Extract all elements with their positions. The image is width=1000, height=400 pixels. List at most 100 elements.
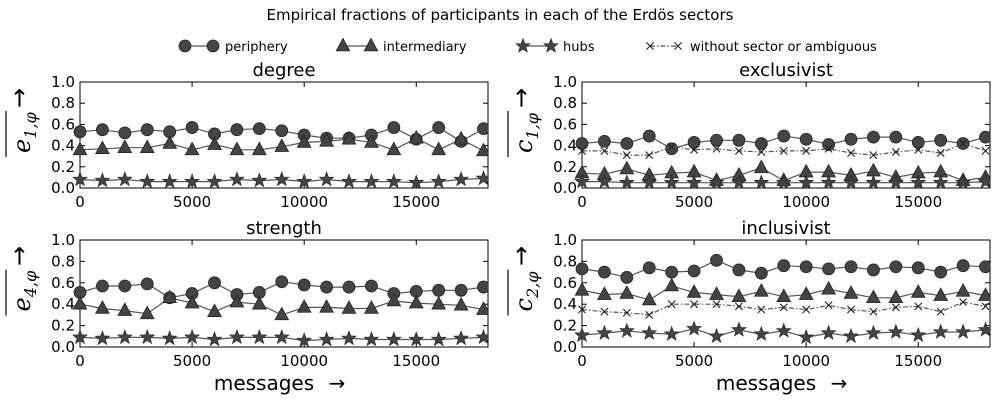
- data-point-triangle: [596, 286, 612, 300]
- data-point-circle: [477, 122, 488, 136]
- data-point-triangle: [731, 288, 747, 302]
- data-point-star: [843, 327, 859, 344]
- data-point-star: [641, 324, 658, 340]
- data-point-star: [251, 328, 268, 345]
- legend-marker-triangle: [363, 37, 379, 52]
- data-point-circle: [822, 262, 835, 276]
- data-point-circle: [754, 137, 768, 150]
- data-point-circle: [822, 138, 835, 151]
- y-axis-label: e4,φ: [8, 270, 40, 311]
- legend-marker-x: [646, 42, 654, 50]
- x-tick-label: 10000: [782, 193, 830, 211]
- data-point-triangle: [72, 295, 88, 310]
- y-tick-label: 0.0: [51, 179, 75, 197]
- panel-inclusivist: inclusivist 0.0 0.2 0.4 0.6 0.8 1.0 0 5000 10000 1…: [507, 218, 991, 395]
- data-point-triangle: [619, 160, 635, 175]
- y-tick-label: 0.4: [553, 137, 577, 155]
- data-point-circle: [598, 265, 611, 279]
- data-point-triangle: [184, 141, 200, 156]
- data-point-circle: [432, 283, 446, 297]
- data-point-x: [690, 300, 699, 309]
- data-point-x: [622, 308, 631, 317]
- data-point-circle: [979, 130, 990, 144]
- data-point-star: [139, 328, 156, 345]
- data-point-triangle: [139, 305, 155, 320]
- y-axis-label: e1,φ: [8, 112, 40, 153]
- data-point-circle: [710, 253, 723, 267]
- data-point-triangle: [319, 299, 335, 313]
- data-point-x: [600, 146, 609, 155]
- data-point-circle: [979, 260, 990, 274]
- x-tick-label: 10000: [782, 352, 830, 370]
- data-point-circle: [956, 259, 970, 273]
- data-point-triangle: [933, 287, 949, 301]
- panel-title: degree: [252, 60, 315, 81]
- data-point-star: [753, 174, 770, 188]
- data-point-triangle: [162, 289, 178, 304]
- data-point-star: [206, 173, 223, 188]
- data-point-circle: [665, 265, 679, 279]
- data-point-circle: [687, 136, 701, 149]
- data-point-circle: [799, 260, 813, 274]
- data-point-star: [955, 323, 972, 339]
- data-point-circle: [118, 126, 132, 140]
- data-point-star: [363, 331, 380, 347]
- data-point-star: [206, 331, 223, 347]
- data-point-star: [184, 173, 201, 188]
- data-point-triangle: [431, 141, 447, 156]
- y-tick-label: 1.0: [553, 231, 577, 249]
- panel-title: exclusivist: [739, 60, 833, 81]
- legend-item-periphery: periphery: [178, 39, 288, 55]
- x-tick-label: 0: [75, 352, 85, 370]
- data-point-triangle: [686, 284, 702, 298]
- data-point-star: [708, 327, 725, 344]
- y-label-sub: 1,φ: [523, 112, 542, 139]
- legend-label: intermediary: [383, 40, 467, 55]
- data-point-circle: [575, 137, 589, 150]
- data-point-star: [251, 172, 268, 188]
- legend-marker-x: [674, 42, 682, 50]
- data-point-star: [798, 328, 815, 345]
- data-point-star: [977, 173, 990, 188]
- data-point-circle: [620, 271, 634, 284]
- y-tick-label: 0.8: [51, 252, 75, 270]
- data-point-triangle: [72, 141, 88, 156]
- data-point-star: [273, 171, 290, 187]
- data-point-star: [408, 331, 425, 347]
- data-point-triangle: [453, 296, 469, 311]
- data-point-x: [757, 305, 766, 314]
- data-point-circle: [342, 280, 356, 294]
- y-axis-arrow: →: [507, 246, 535, 266]
- data-point-triangle: [341, 300, 357, 314]
- panel-exclusivist: exclusivist 0.0 0.2 0.4 0.6 0.8 1.0 0 5000 10000 1…: [507, 60, 991, 211]
- series-hubs: [574, 173, 990, 188]
- data-point-star: [72, 171, 88, 187]
- data-point-star: [94, 330, 111, 346]
- figure-title: Empirical fractions of participants in e…: [267, 6, 734, 24]
- data-point-x: [847, 305, 855, 314]
- y-label-sub: 2,φ: [523, 271, 542, 299]
- data-point-star: [820, 324, 837, 340]
- data-point-triangle: [251, 141, 267, 156]
- data-point-circle: [320, 280, 333, 294]
- data-point-circle: [297, 278, 311, 292]
- data-point-star: [887, 174, 904, 188]
- legend-label: hubs: [563, 40, 595, 55]
- y-label-sub: 4,φ: [21, 270, 40, 298]
- data-point-triangle: [364, 134, 379, 148]
- panel-title: inclusivist: [741, 218, 830, 239]
- y-tick-label: 0.6: [51, 115, 75, 133]
- data-point-star: [618, 174, 635, 188]
- data-point-triangle: [274, 138, 290, 152]
- data-point-star: [430, 173, 447, 188]
- data-point-x: [959, 139, 968, 148]
- data-point-triangle: [184, 294, 200, 309]
- data-point-x: [667, 300, 676, 309]
- series-hubs: [72, 170, 488, 188]
- data-point-star: [574, 173, 590, 188]
- legend-label: periphery: [225, 40, 288, 55]
- data-point-x: [824, 301, 833, 310]
- legend-marker-circle: [178, 39, 192, 53]
- data-point-star: [363, 173, 380, 188]
- data-point-triangle: [207, 303, 222, 317]
